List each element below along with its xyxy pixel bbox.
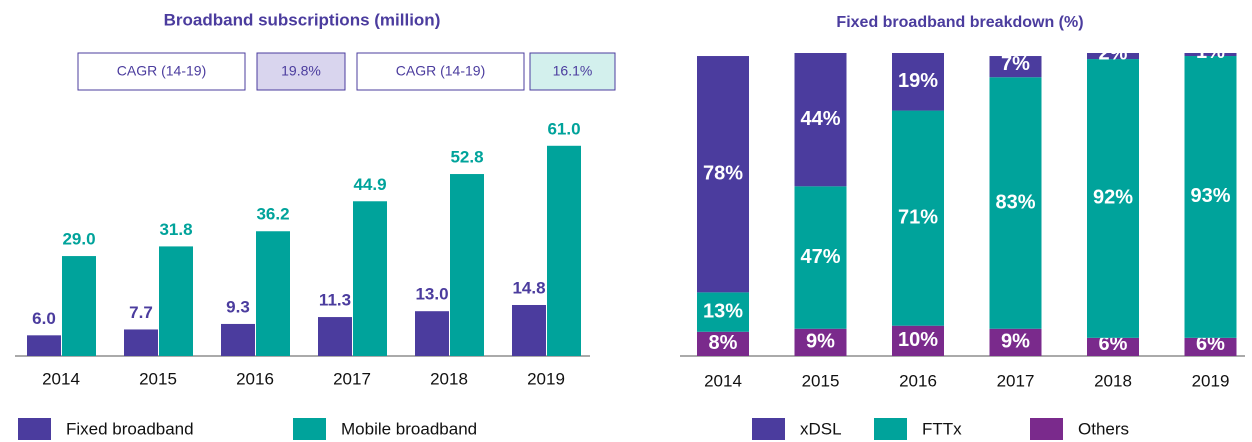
legend-label: Others bbox=[1078, 419, 1129, 438]
annotation-box bbox=[356, 52, 525, 91]
annotation-value: 16.1% bbox=[553, 63, 593, 79]
legend-swatch bbox=[752, 418, 785, 440]
value-label: 11.3 bbox=[319, 291, 351, 310]
value-label: 83% bbox=[995, 191, 1035, 213]
bar bbox=[62, 256, 96, 356]
value-label: 6.0 bbox=[32, 309, 56, 328]
bar-segment bbox=[892, 53, 944, 111]
bar-segment bbox=[1087, 53, 1139, 60]
value-label: 78% bbox=[703, 162, 743, 184]
value-label: 92% bbox=[1093, 187, 1133, 209]
value-label: 31.8 bbox=[159, 220, 192, 239]
value-label: 14.8 bbox=[512, 278, 545, 297]
chart-title: Broadband subscriptions (million) bbox=[164, 10, 441, 29]
legend-swatch bbox=[874, 418, 907, 440]
value-label: 44.9 bbox=[353, 175, 386, 194]
bar-segment bbox=[892, 110, 944, 326]
annotation-value: 19.8% bbox=[281, 63, 321, 79]
x-tick-label: 2015 bbox=[802, 371, 840, 390]
value-label: 9% bbox=[806, 331, 835, 353]
legend-label: Mobile broadband bbox=[341, 419, 477, 438]
bar bbox=[415, 311, 449, 356]
annotation-box bbox=[77, 52, 246, 91]
bar-segment bbox=[1184, 337, 1237, 356]
x-tick-label: 2019 bbox=[1192, 371, 1230, 390]
bar-segment bbox=[794, 186, 847, 329]
annotation-label: CAGR (14-19) bbox=[117, 63, 206, 79]
bar-segment bbox=[892, 325, 944, 356]
bar-segment bbox=[1087, 337, 1139, 356]
annotation-box bbox=[529, 52, 616, 91]
x-tick-label: 2017 bbox=[333, 369, 371, 388]
bar-segment bbox=[1087, 59, 1139, 338]
bar-segment bbox=[697, 56, 749, 293]
value-label: 9% bbox=[1001, 331, 1030, 353]
bar bbox=[27, 335, 61, 356]
value-label: 36.2 bbox=[256, 205, 289, 224]
value-label: 6% bbox=[1196, 333, 1225, 355]
annotation-box bbox=[256, 52, 346, 91]
bar-segment bbox=[989, 77, 1042, 329]
bar bbox=[124, 329, 158, 356]
x-tick-label: 2019 bbox=[527, 369, 565, 388]
annotation-label: CAGR (14-19) bbox=[396, 63, 485, 79]
legend-swatch bbox=[293, 418, 326, 440]
value-label: 19% bbox=[898, 70, 938, 92]
value-label: 61.0 bbox=[547, 119, 580, 138]
value-label: 44% bbox=[800, 108, 840, 130]
bar-segment bbox=[794, 328, 847, 356]
x-tick-label: 2016 bbox=[899, 371, 937, 390]
value-label: 13% bbox=[703, 300, 743, 322]
value-label: 2% bbox=[1099, 42, 1128, 64]
bar bbox=[318, 317, 352, 356]
value-label: 6% bbox=[1099, 333, 1128, 355]
value-label: 9.3 bbox=[226, 297, 250, 316]
bar-segment bbox=[697, 292, 749, 332]
value-label: 13.0 bbox=[415, 285, 448, 304]
x-tick-label: 2018 bbox=[1094, 371, 1132, 390]
value-label: 71% bbox=[898, 206, 938, 228]
bar bbox=[221, 323, 255, 356]
bar bbox=[512, 304, 546, 356]
value-label: 29.0 bbox=[62, 230, 95, 249]
legend-swatch bbox=[18, 418, 51, 440]
bar-segment bbox=[697, 331, 749, 356]
value-label: 7% bbox=[1001, 53, 1030, 75]
bar-segment bbox=[1184, 56, 1237, 338]
value-label: 52.8 bbox=[450, 148, 483, 167]
bar bbox=[547, 145, 581, 356]
x-tick-label: 2016 bbox=[236, 369, 274, 388]
x-tick-label: 2018 bbox=[430, 369, 468, 388]
value-label: 93% bbox=[1190, 185, 1230, 207]
value-label: 10% bbox=[898, 329, 938, 351]
bar-segment bbox=[989, 56, 1042, 78]
value-label: 7.7 bbox=[129, 303, 153, 322]
x-tick-label: 2014 bbox=[42, 369, 80, 388]
bar-segment bbox=[794, 53, 847, 187]
bar bbox=[450, 174, 484, 356]
legend-label: FTTx bbox=[922, 419, 962, 438]
legend-swatch bbox=[1030, 418, 1063, 440]
bar-segment bbox=[1184, 53, 1237, 57]
x-tick-label: 2017 bbox=[997, 371, 1035, 390]
bar bbox=[159, 246, 193, 356]
bar bbox=[353, 201, 387, 356]
x-tick-label: 2014 bbox=[704, 371, 742, 390]
bar-segment bbox=[989, 328, 1042, 356]
chart-title: Fixed broadband breakdown (%) bbox=[836, 14, 1083, 31]
bar bbox=[256, 231, 290, 356]
value-label: 47% bbox=[800, 246, 840, 268]
value-label: 8% bbox=[709, 332, 738, 354]
legend-label: xDSL bbox=[800, 419, 842, 438]
legend-label: Fixed broadband bbox=[66, 419, 194, 438]
x-tick-label: 2015 bbox=[139, 369, 177, 388]
value-label: 1% bbox=[1196, 41, 1225, 63]
